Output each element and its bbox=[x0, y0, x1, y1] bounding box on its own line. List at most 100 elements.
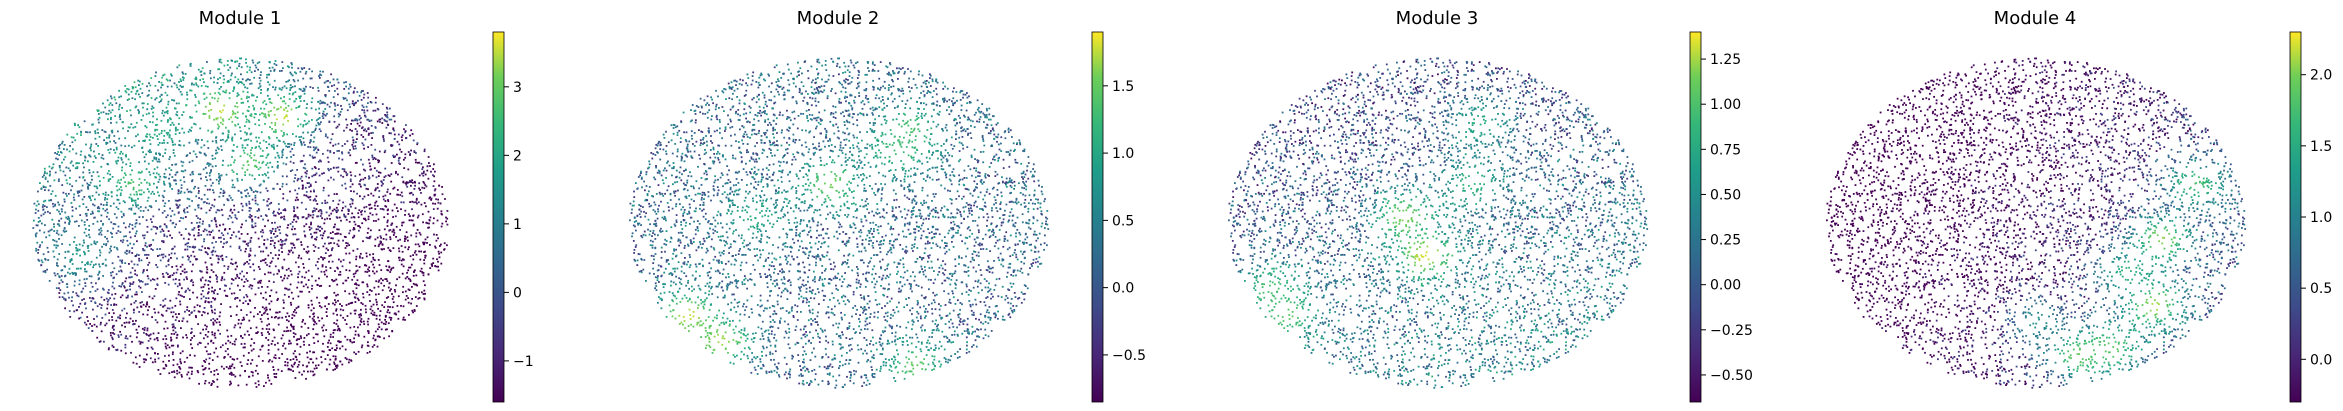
scatter-point bbox=[260, 292, 262, 295]
scatter-point bbox=[153, 182, 155, 185]
scatter-point bbox=[261, 155, 264, 157]
scatter-point bbox=[362, 144, 365, 146]
scatter-point bbox=[154, 311, 156, 314]
scatter-point bbox=[323, 257, 326, 259]
scatter-point bbox=[252, 104, 254, 107]
scatter-point bbox=[187, 371, 190, 374]
scatter-point bbox=[212, 246, 215, 249]
scatter-point bbox=[393, 115, 396, 117]
scatter-point bbox=[142, 358, 145, 361]
scatter-point bbox=[316, 296, 318, 299]
scatter-point bbox=[219, 176, 221, 179]
scatter-point bbox=[298, 338, 301, 340]
scatter-point bbox=[231, 139, 234, 142]
scatter-point bbox=[248, 96, 250, 99]
scatter-point bbox=[93, 155, 96, 158]
scatter-point bbox=[403, 240, 406, 242]
scatter-point bbox=[177, 190, 180, 192]
scatter-point bbox=[221, 277, 223, 280]
scatter-point bbox=[341, 158, 344, 161]
scatter-point bbox=[348, 103, 351, 106]
scatter-point bbox=[189, 116, 192, 119]
scatter-point bbox=[184, 243, 187, 246]
scatter-point bbox=[365, 264, 368, 267]
scatter-point bbox=[153, 295, 156, 298]
scatter-point bbox=[406, 276, 409, 278]
scatter-point bbox=[230, 262, 232, 265]
scatter-point bbox=[405, 182, 408, 184]
scatter-point bbox=[140, 119, 143, 121]
scatter-point bbox=[275, 311, 277, 314]
scatter-point bbox=[376, 236, 379, 239]
scatter-point bbox=[102, 102, 104, 105]
scatter-point bbox=[100, 330, 103, 333]
scatter-point bbox=[314, 173, 317, 176]
scatter-point bbox=[187, 238, 190, 241]
scatter-point bbox=[118, 96, 121, 99]
scatter-point bbox=[134, 225, 137, 228]
scatter-point bbox=[128, 321, 130, 324]
scatter-point bbox=[162, 114, 165, 117]
scatter-point bbox=[118, 116, 121, 118]
scatter-point bbox=[115, 319, 118, 322]
scatter-point bbox=[266, 190, 269, 192]
scatter-point bbox=[220, 279, 223, 282]
scatter-point bbox=[422, 280, 425, 283]
scatter-point bbox=[223, 104, 226, 107]
scatter-point bbox=[305, 175, 308, 178]
scatter-point bbox=[339, 273, 342, 276]
scatter-point bbox=[130, 90, 133, 93]
scatter-point bbox=[354, 162, 357, 164]
scatter-point bbox=[391, 330, 394, 332]
scatter-point bbox=[262, 218, 264, 221]
scatter-point bbox=[310, 77, 313, 80]
scatter-point bbox=[384, 194, 387, 197]
scatter-point bbox=[225, 126, 227, 129]
scatter-point bbox=[401, 221, 404, 224]
scatter-point bbox=[115, 216, 118, 219]
scatter-point bbox=[309, 199, 312, 201]
scatter-point bbox=[349, 203, 352, 206]
scatter-point bbox=[381, 117, 384, 120]
scatter-point bbox=[244, 346, 246, 349]
scatter-point bbox=[75, 292, 78, 295]
scatter-point bbox=[357, 326, 359, 329]
scatter-point bbox=[261, 235, 263, 238]
scatter-point bbox=[158, 208, 160, 211]
scatter-point bbox=[36, 224, 39, 227]
scatter-point bbox=[293, 144, 295, 146]
scatter-point bbox=[261, 174, 264, 176]
scatter-point bbox=[305, 208, 307, 211]
scatter-point bbox=[102, 287, 104, 290]
scatter-point bbox=[386, 107, 389, 110]
scatter-point bbox=[69, 145, 71, 147]
scatter-point bbox=[341, 184, 344, 187]
scatter-point bbox=[167, 276, 170, 278]
scatter-point bbox=[344, 357, 347, 359]
scatter-point bbox=[151, 316, 153, 318]
scatter-point bbox=[250, 139, 252, 142]
scatter-point bbox=[737, 113, 739, 116]
scatter-point bbox=[109, 140, 111, 143]
scatter-point bbox=[221, 138, 224, 141]
scatter-point bbox=[246, 261, 248, 263]
scatter-point bbox=[286, 277, 289, 280]
scatter-point bbox=[813, 297, 816, 300]
scatter-point bbox=[265, 328, 268, 330]
scatter-point bbox=[326, 201, 329, 204]
scatter-point bbox=[55, 240, 58, 243]
scatter-point bbox=[321, 217, 323, 220]
scatter-point bbox=[266, 73, 268, 76]
scatter-point bbox=[299, 100, 302, 102]
scatter-point bbox=[136, 240, 138, 243]
scatter-point bbox=[162, 199, 164, 202]
scatter-point bbox=[286, 358, 289, 360]
scatter-point bbox=[183, 268, 186, 271]
scatter-point bbox=[412, 224, 415, 227]
scatter-point bbox=[163, 141, 166, 144]
scatter-point bbox=[264, 258, 267, 260]
scatter-point bbox=[156, 228, 159, 230]
scatter-point bbox=[374, 109, 377, 112]
scatter-point bbox=[179, 179, 182, 182]
scatter-point bbox=[423, 148, 426, 151]
